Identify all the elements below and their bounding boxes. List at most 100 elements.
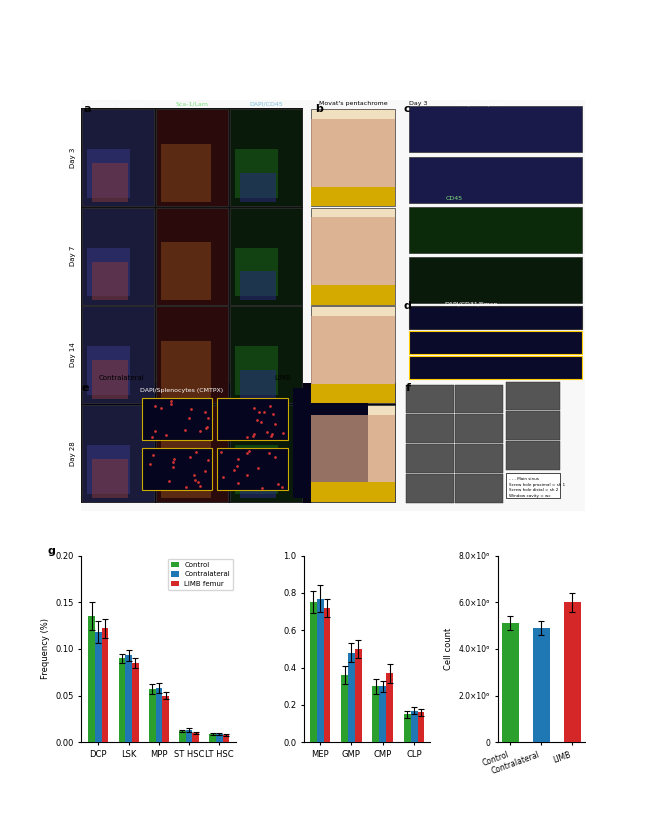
Bar <box>311 285 395 304</box>
Point <box>190 445 201 458</box>
Point <box>255 415 266 429</box>
Text: b: b <box>315 104 323 114</box>
Bar <box>311 187 395 206</box>
Bar <box>311 208 395 304</box>
Bar <box>292 388 369 499</box>
Bar <box>230 306 302 403</box>
Text: DAPI/Sca-1/Lam: DAPI/Sca-1/Lam <box>454 101 504 106</box>
Bar <box>83 404 154 502</box>
Bar <box>311 218 395 285</box>
Bar <box>240 469 276 498</box>
Text: f: f <box>406 384 411 394</box>
Bar <box>235 248 278 296</box>
Text: d: d <box>404 301 411 311</box>
Point <box>203 412 213 425</box>
Point <box>195 479 205 492</box>
Point <box>268 408 278 421</box>
Text: c: c <box>404 104 410 114</box>
Text: a: a <box>84 104 91 114</box>
Point <box>262 425 272 439</box>
Text: g: g <box>47 546 55 556</box>
Bar <box>411 711 417 742</box>
Point <box>277 480 287 494</box>
Bar <box>311 118 395 187</box>
Point <box>168 460 178 474</box>
Bar <box>564 602 581 742</box>
Bar <box>502 623 519 742</box>
Bar <box>162 696 169 742</box>
Bar <box>409 257 582 304</box>
Bar <box>125 656 132 742</box>
Bar <box>324 608 330 742</box>
Y-axis label: Cell count: Cell count <box>444 628 453 670</box>
Bar <box>161 341 211 399</box>
Point <box>190 473 200 486</box>
Text: Day 7: Day 7 <box>70 246 76 266</box>
Point <box>242 446 252 460</box>
Bar <box>348 653 355 742</box>
Bar <box>240 370 276 399</box>
Text: Movat's pentachrome: Movat's pentachrome <box>319 101 387 106</box>
Point <box>242 469 253 482</box>
Text: Day 14: Day 14 <box>70 342 76 367</box>
Text: e: e <box>81 384 89 394</box>
Point <box>168 452 179 465</box>
Bar <box>161 143 211 202</box>
Text: CD45: CD45 <box>445 196 463 201</box>
Point <box>186 403 196 416</box>
Point <box>273 477 283 490</box>
Point <box>216 445 226 459</box>
Bar <box>84 384 396 503</box>
Bar <box>235 346 278 395</box>
Bar <box>417 712 424 742</box>
Bar <box>87 248 131 296</box>
Text: DAPI/Sca-1/Lam: DAPI/Sca-1/Lam <box>94 101 143 106</box>
Bar <box>156 306 228 403</box>
Bar <box>456 414 503 443</box>
Legend: Control, Contralateral, LIMB femur: Control, Contralateral, LIMB femur <box>168 559 233 590</box>
Point <box>183 411 194 425</box>
Point <box>266 430 276 443</box>
Bar <box>87 346 131 395</box>
Point <box>248 430 259 443</box>
Bar <box>132 663 138 742</box>
Point <box>147 430 157 444</box>
Point <box>200 464 210 477</box>
Bar <box>506 411 560 440</box>
Point <box>201 421 211 435</box>
Bar <box>372 686 380 742</box>
Point <box>264 446 274 460</box>
Point <box>150 424 160 437</box>
Point <box>193 475 203 489</box>
Bar <box>380 686 386 742</box>
Bar <box>92 459 128 498</box>
Bar <box>409 106 582 153</box>
Bar <box>235 445 278 494</box>
Point <box>189 468 200 481</box>
Bar <box>311 414 395 482</box>
Bar <box>409 355 582 379</box>
Bar <box>92 360 128 399</box>
Point <box>203 453 213 466</box>
Bar <box>406 384 454 413</box>
Bar <box>409 157 582 203</box>
Bar <box>155 688 162 742</box>
Bar <box>456 445 503 473</box>
Bar <box>230 109 302 206</box>
Point <box>232 460 242 473</box>
Point <box>168 455 179 469</box>
Point <box>257 481 268 495</box>
Text: Contralateral: Contralateral <box>99 375 144 381</box>
Bar <box>230 404 302 502</box>
Bar <box>386 673 393 742</box>
Text: Sca-1/Lam: Sca-1/Lam <box>176 101 209 106</box>
Bar <box>406 445 454 473</box>
Point <box>163 475 174 488</box>
Bar <box>311 404 395 502</box>
Bar <box>456 384 503 413</box>
Bar <box>240 173 276 202</box>
Point <box>241 430 252 443</box>
Point <box>249 428 259 441</box>
Bar <box>341 675 348 742</box>
Point <box>145 458 155 471</box>
